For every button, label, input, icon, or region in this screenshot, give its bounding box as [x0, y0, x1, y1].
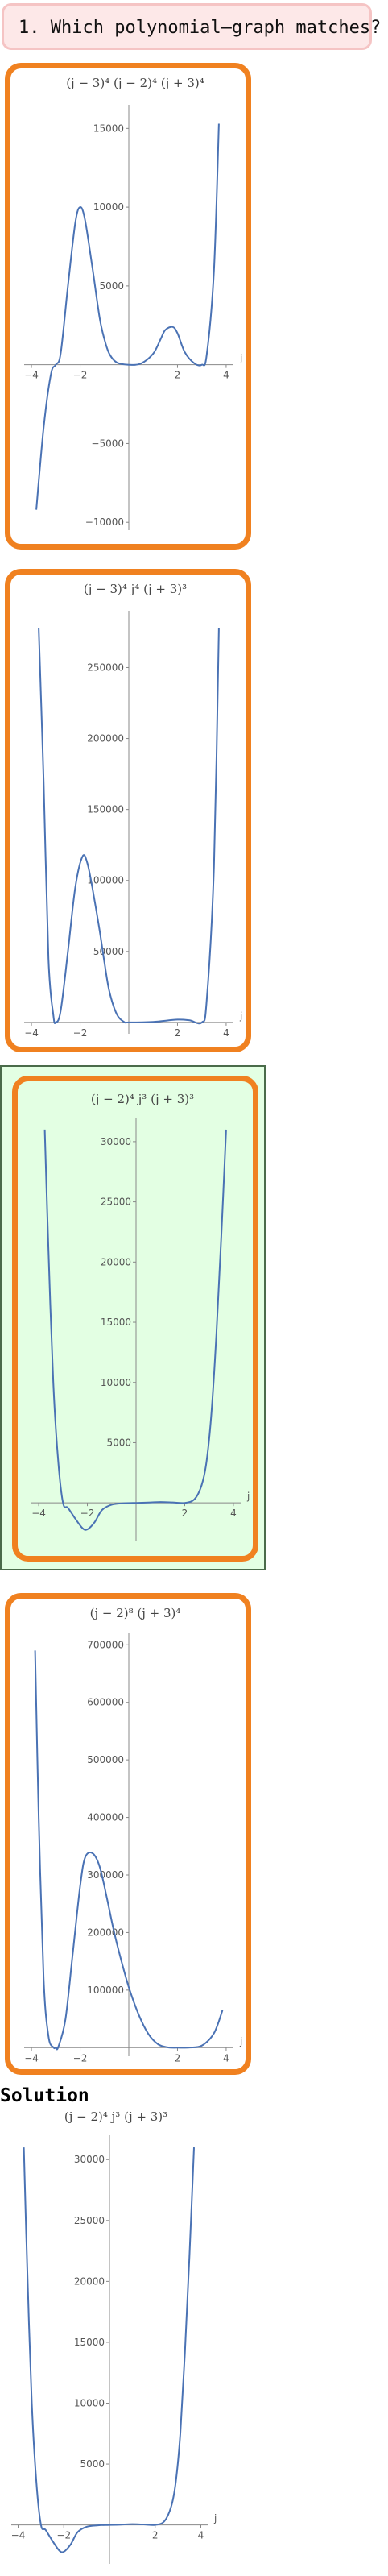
x-tick-label: −2	[73, 2052, 88, 2064]
plot-title: (j − 3)⁴ j⁴ (j + 3)³	[84, 582, 187, 596]
y-tick-label: 700000	[87, 1639, 124, 1650]
polynomial-curve	[38, 628, 220, 1025]
x-tick-label: −2	[80, 1508, 95, 1519]
y-tick-label: 500000	[87, 1754, 124, 1765]
plot-title: (j − 2)⁸ (j + 3)⁴	[90, 1606, 181, 1620]
x-tick-label: 2	[182, 1508, 188, 1519]
y-tick-label: 150000	[87, 804, 124, 815]
x-tick-label: −2	[56, 2530, 71, 2541]
x-tick-label: −4	[31, 1508, 46, 1519]
plot-title: (j − 2)⁴ j³ (j + 3)³	[64, 2109, 167, 2124]
y-tick-label: 5000	[106, 1437, 131, 1448]
plot-option-3: (j − 2)⁴ j³ (j + 3)³ j −4 −2 2 4 5000 10000 1500…	[31, 1092, 250, 1541]
option-3-selected[interactable]: (j − 2)⁴ j³ (j + 3)³ j −4 −2 2 4 5000 10000 1500…	[0, 1065, 266, 1570]
plot-option-1: (j − 3)⁴ (j − 2)⁴ (j + 3)⁴ j −4 −2 2 4 −10000 −…	[24, 76, 242, 530]
x-axis-label: j	[239, 353, 242, 364]
y-tick-label: 25000	[74, 2215, 105, 2226]
option-1[interactable]: (j − 3)⁴ (j − 2)⁴ (j + 3)⁴ j −4 −2 2 4 −10000 −…	[5, 63, 251, 550]
y-tick-label: 5000	[99, 280, 124, 292]
x-tick-label: 2	[152, 2530, 159, 2541]
y-tick-label: 10000	[93, 201, 124, 213]
x-tick-label: 4	[223, 370, 229, 381]
polynomial-curve	[43, 1129, 227, 1531]
solution-heading: Solution	[0, 2085, 89, 2106]
x-tick-label: 4	[230, 1508, 237, 1519]
x-tick-label: −2	[73, 370, 88, 381]
plot-option-2: (j − 3)⁴ j⁴ (j + 3)³ j −4 −2 2 4 50000 100000 15…	[24, 582, 242, 1039]
x-axis-label: j	[239, 1010, 242, 1022]
y-tick-label: 100000	[87, 875, 124, 886]
y-tick-label: 300000	[87, 1869, 124, 1881]
x-tick-label: 4	[198, 2530, 204, 2541]
polynomial-curve	[23, 2147, 195, 2553]
option-4[interactable]: (j − 2)⁸ (j + 3)⁴ j −4 −2 2 4 100000 200000 3000…	[5, 1593, 251, 2075]
x-axis-label: j	[213, 2513, 217, 2524]
x-tick-label: 2	[175, 1027, 181, 1039]
option-card[interactable]	[5, 1593, 251, 2075]
plot-option-4: (j − 2)⁸ (j + 3)⁴ j −4 −2 2 4 100000 200000 3000…	[24, 1606, 242, 2064]
y-tick-label: 15000	[101, 1317, 131, 1328]
plot-solution: (j − 2)⁴ j³ (j + 3)³ j −4 −2 2 4 5000 10000 1500…	[11, 2109, 217, 2564]
x-tick-label: 4	[223, 1027, 229, 1039]
y-tick-label: 100000	[87, 1985, 124, 1996]
y-tick-label: 20000	[101, 1256, 131, 1267]
y-tick-label: 200000	[87, 733, 124, 745]
y-tick-label: 15000	[74, 2337, 105, 2348]
y-tick-label: 600000	[87, 1697, 124, 1708]
y-tick-label: 25000	[101, 1197, 131, 1208]
x-tick-label: −4	[24, 2052, 39, 2064]
polynomial-curve	[34, 1650, 224, 2051]
option-card[interactable]	[12, 1076, 258, 1562]
x-tick-label: 2	[175, 2052, 181, 2064]
x-tick-label: −4	[11, 2530, 26, 2541]
x-axis-label: j	[239, 2035, 242, 2047]
y-tick-label: 200000	[87, 1927, 124, 1938]
x-tick-label: 2	[175, 370, 181, 381]
y-tick-label: 400000	[87, 1812, 124, 1823]
x-tick-label: −4	[24, 1027, 39, 1039]
plot-title: (j − 2)⁴ j³ (j + 3)³	[91, 1092, 194, 1106]
plot-title: (j − 3)⁴ (j − 2)⁴ (j + 3)⁴	[66, 76, 204, 90]
y-tick-label: 30000	[74, 2154, 105, 2165]
question-text: 1. Which polynomial–graph matches?	[19, 18, 382, 38]
question-box: 1. Which polynomial–graph matches?	[2, 3, 381, 50]
x-tick-label: 4	[223, 2052, 229, 2064]
y-tick-label: −10000	[85, 516, 124, 528]
x-tick-label: −2	[73, 1027, 88, 1039]
y-tick-label: 15000	[93, 122, 124, 134]
x-tick-label: −4	[24, 370, 39, 381]
y-tick-label: 20000	[74, 2275, 105, 2287]
option-2[interactable]: (j − 3)⁴ j⁴ (j + 3)³ j −4 −2 2 4 50000 100000 15…	[5, 569, 251, 1052]
option-card[interactable]	[5, 63, 251, 550]
y-tick-label: 10000	[101, 1377, 131, 1388]
y-tick-label: −5000	[91, 438, 124, 449]
y-tick-label: 250000	[87, 662, 124, 673]
polynomial-curve	[35, 123, 220, 510]
option-card[interactable]	[5, 569, 251, 1052]
y-tick-label: 5000	[80, 2458, 105, 2470]
y-tick-label: 10000	[74, 2398, 105, 2409]
x-axis-label: j	[246, 1491, 250, 1502]
y-tick-label: 30000	[101, 1136, 131, 1147]
y-tick-label: 50000	[93, 946, 124, 957]
